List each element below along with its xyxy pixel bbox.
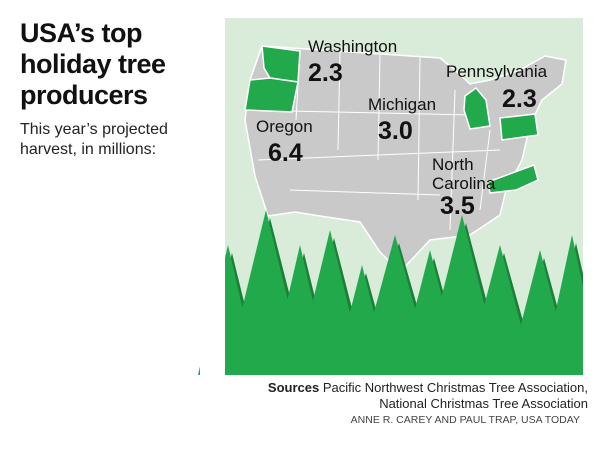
oregon-shape (244, 77, 299, 113)
edge-mask (200, 200, 225, 380)
state-value: 6.4 (268, 139, 303, 167)
subtitle: This year’s projected harvest, in millio… (20, 121, 168, 158)
title: USA’s top holiday tree producers (20, 18, 166, 110)
state-name: Pennsylvania (446, 62, 548, 81)
michigan-shape (463, 86, 491, 130)
credit: ANNE R. CAREY AND PAUL TRAP, USA TODAY (350, 414, 580, 426)
trees (198, 200, 600, 380)
state-name: Oregon (256, 117, 313, 136)
state-value: 3.0 (378, 117, 413, 145)
pennsylvania-shape (499, 113, 539, 141)
sources-text: Pacific Northwest Christmas Tree Associa… (322, 380, 588, 411)
state-value: 2.3 (308, 59, 343, 87)
sources-label: Sources (267, 380, 320, 395)
north-carolina-shape (487, 164, 539, 194)
sources: Sources Pacific Northwest Christmas Tree… (258, 380, 588, 412)
state-value: 2.3 (502, 85, 537, 113)
state-name: North Carolina (432, 155, 496, 193)
state-name: Michigan (368, 95, 437, 114)
state-name: Washington (308, 37, 398, 56)
edge-mask (583, 200, 600, 380)
highlighted-states (244, 45, 539, 194)
state-value: 3.5 (440, 192, 475, 220)
